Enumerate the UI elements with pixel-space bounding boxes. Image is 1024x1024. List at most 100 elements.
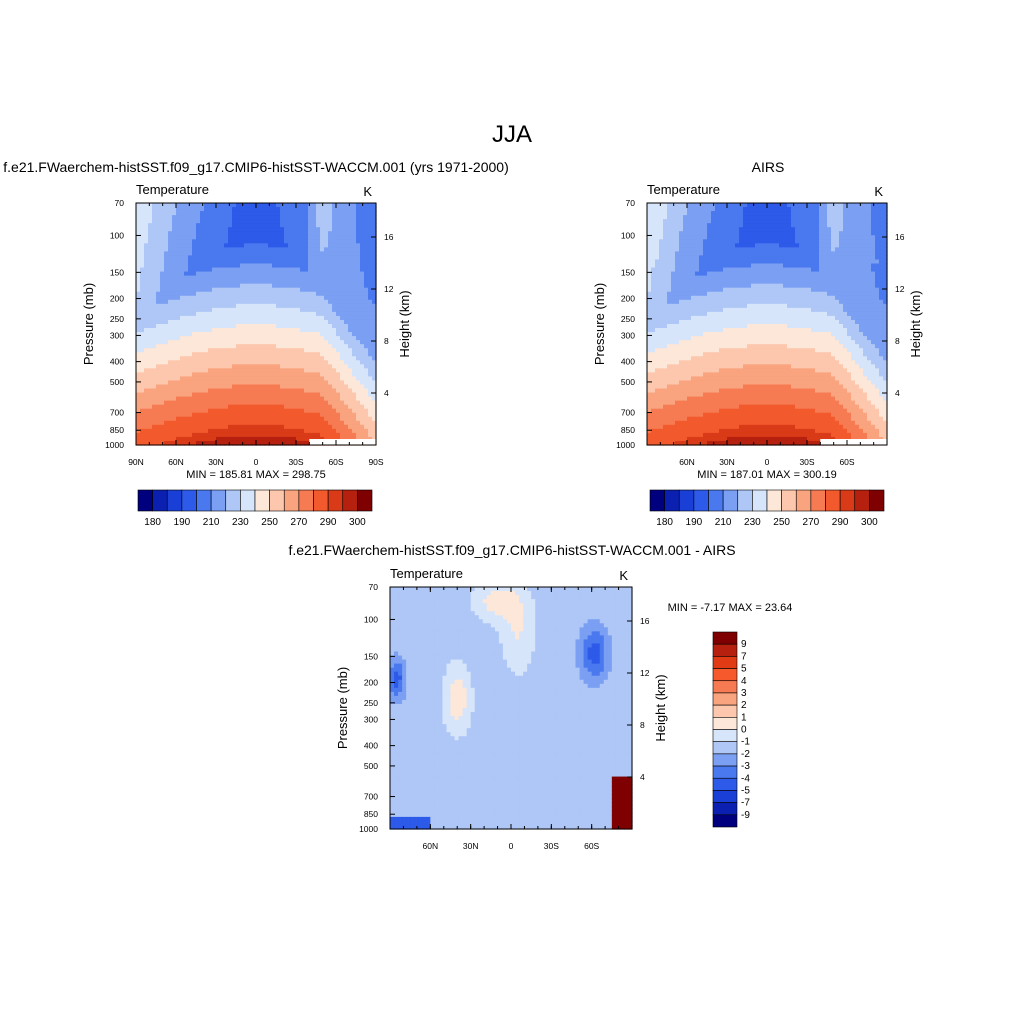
obs-cell <box>739 203 744 208</box>
obs-cell <box>687 235 692 240</box>
model-cell <box>164 235 169 240</box>
model-colorbar-box <box>269 489 285 512</box>
model-cell <box>280 227 285 232</box>
obs-cell <box>647 215 652 220</box>
model-cell <box>256 203 261 208</box>
model-cell <box>328 432 333 438</box>
model-cell <box>300 328 305 333</box>
model-cell <box>328 400 333 406</box>
model-cell <box>140 279 145 285</box>
obs-cell <box>803 227 808 232</box>
obs-cell <box>807 219 812 224</box>
model-cell <box>192 283 197 289</box>
model-cell <box>292 336 297 341</box>
model-cell <box>236 376 241 382</box>
model-cell <box>160 396 165 402</box>
obs-cell <box>871 283 876 289</box>
model-cell <box>240 404 245 410</box>
model-cell <box>188 235 193 240</box>
model-cell <box>368 275 373 281</box>
model-cell <box>156 340 161 345</box>
obs-cell <box>683 287 688 293</box>
model-cell <box>264 384 269 390</box>
obs-cell <box>807 235 812 240</box>
model-cell <box>284 219 289 224</box>
model-cell <box>136 396 141 402</box>
obs-cell <box>823 227 828 232</box>
model-cell <box>364 408 369 414</box>
model-cell <box>368 307 373 313</box>
obs-cell <box>711 271 716 277</box>
obs-cell <box>759 211 764 216</box>
model-cell <box>288 247 293 252</box>
obs-cell <box>711 263 716 269</box>
obs-cell <box>679 251 684 257</box>
model-cell <box>196 247 201 252</box>
obs-cell <box>871 231 876 236</box>
model-cell <box>288 432 293 438</box>
model-cell <box>264 311 269 317</box>
obs-cell <box>859 243 864 248</box>
model-cell <box>224 400 229 406</box>
model-cell <box>312 203 317 208</box>
obs-cell <box>683 267 688 273</box>
model-cell <box>296 315 301 321</box>
obs-cell <box>679 279 684 285</box>
model-cell <box>364 324 369 329</box>
model-cell <box>288 396 293 402</box>
model-cell <box>352 223 357 228</box>
model-cell <box>276 336 281 341</box>
model-cell <box>240 432 245 438</box>
model-cell <box>212 428 217 434</box>
obs-cell <box>875 219 880 224</box>
model-cell <box>136 380 141 386</box>
model-cell <box>204 243 209 248</box>
model-cell <box>264 315 269 321</box>
model-cell <box>324 299 329 305</box>
model-cell <box>144 263 149 269</box>
obs-cell <box>707 287 712 293</box>
obs-cell <box>863 279 868 285</box>
obs-cell <box>767 247 772 252</box>
obs-cell <box>715 247 720 252</box>
model-cell <box>188 332 193 337</box>
model-cell <box>228 352 233 357</box>
model-cell <box>156 239 161 244</box>
model-cell <box>204 271 209 277</box>
model-cell <box>188 243 193 248</box>
model-cell <box>168 275 173 281</box>
model-cell <box>348 352 353 357</box>
obs-cell <box>827 275 832 281</box>
obs-cell <box>763 203 768 208</box>
obs-cell <box>803 263 808 269</box>
model-cell <box>316 360 321 365</box>
model-cell <box>240 271 245 277</box>
model-cell <box>344 404 349 410</box>
model-cell <box>208 416 213 422</box>
obs-cell <box>807 223 812 228</box>
obs-cell <box>755 267 760 273</box>
obs-cell <box>711 275 716 281</box>
model-cell <box>232 311 237 317</box>
obs-cell <box>847 247 852 252</box>
model-cell <box>320 360 325 365</box>
model-cell <box>212 396 217 402</box>
model-cell <box>240 223 245 228</box>
model-cell <box>212 400 217 406</box>
model-cell <box>372 412 377 418</box>
model-cell <box>188 380 193 386</box>
model-cell <box>212 388 217 394</box>
model-cell <box>160 271 165 277</box>
obs-cell <box>671 251 676 257</box>
model-cell <box>300 388 305 394</box>
model-cell <box>184 376 189 382</box>
obs-cell <box>759 263 764 269</box>
model-cell <box>144 380 149 386</box>
model-cell <box>176 287 181 293</box>
obs-cell <box>803 207 808 212</box>
obs-cell <box>755 243 760 248</box>
model-cell <box>212 223 217 228</box>
model-xtick-label: 30N <box>208 457 224 467</box>
obs-cell <box>675 279 680 285</box>
obs-cell <box>715 235 720 240</box>
